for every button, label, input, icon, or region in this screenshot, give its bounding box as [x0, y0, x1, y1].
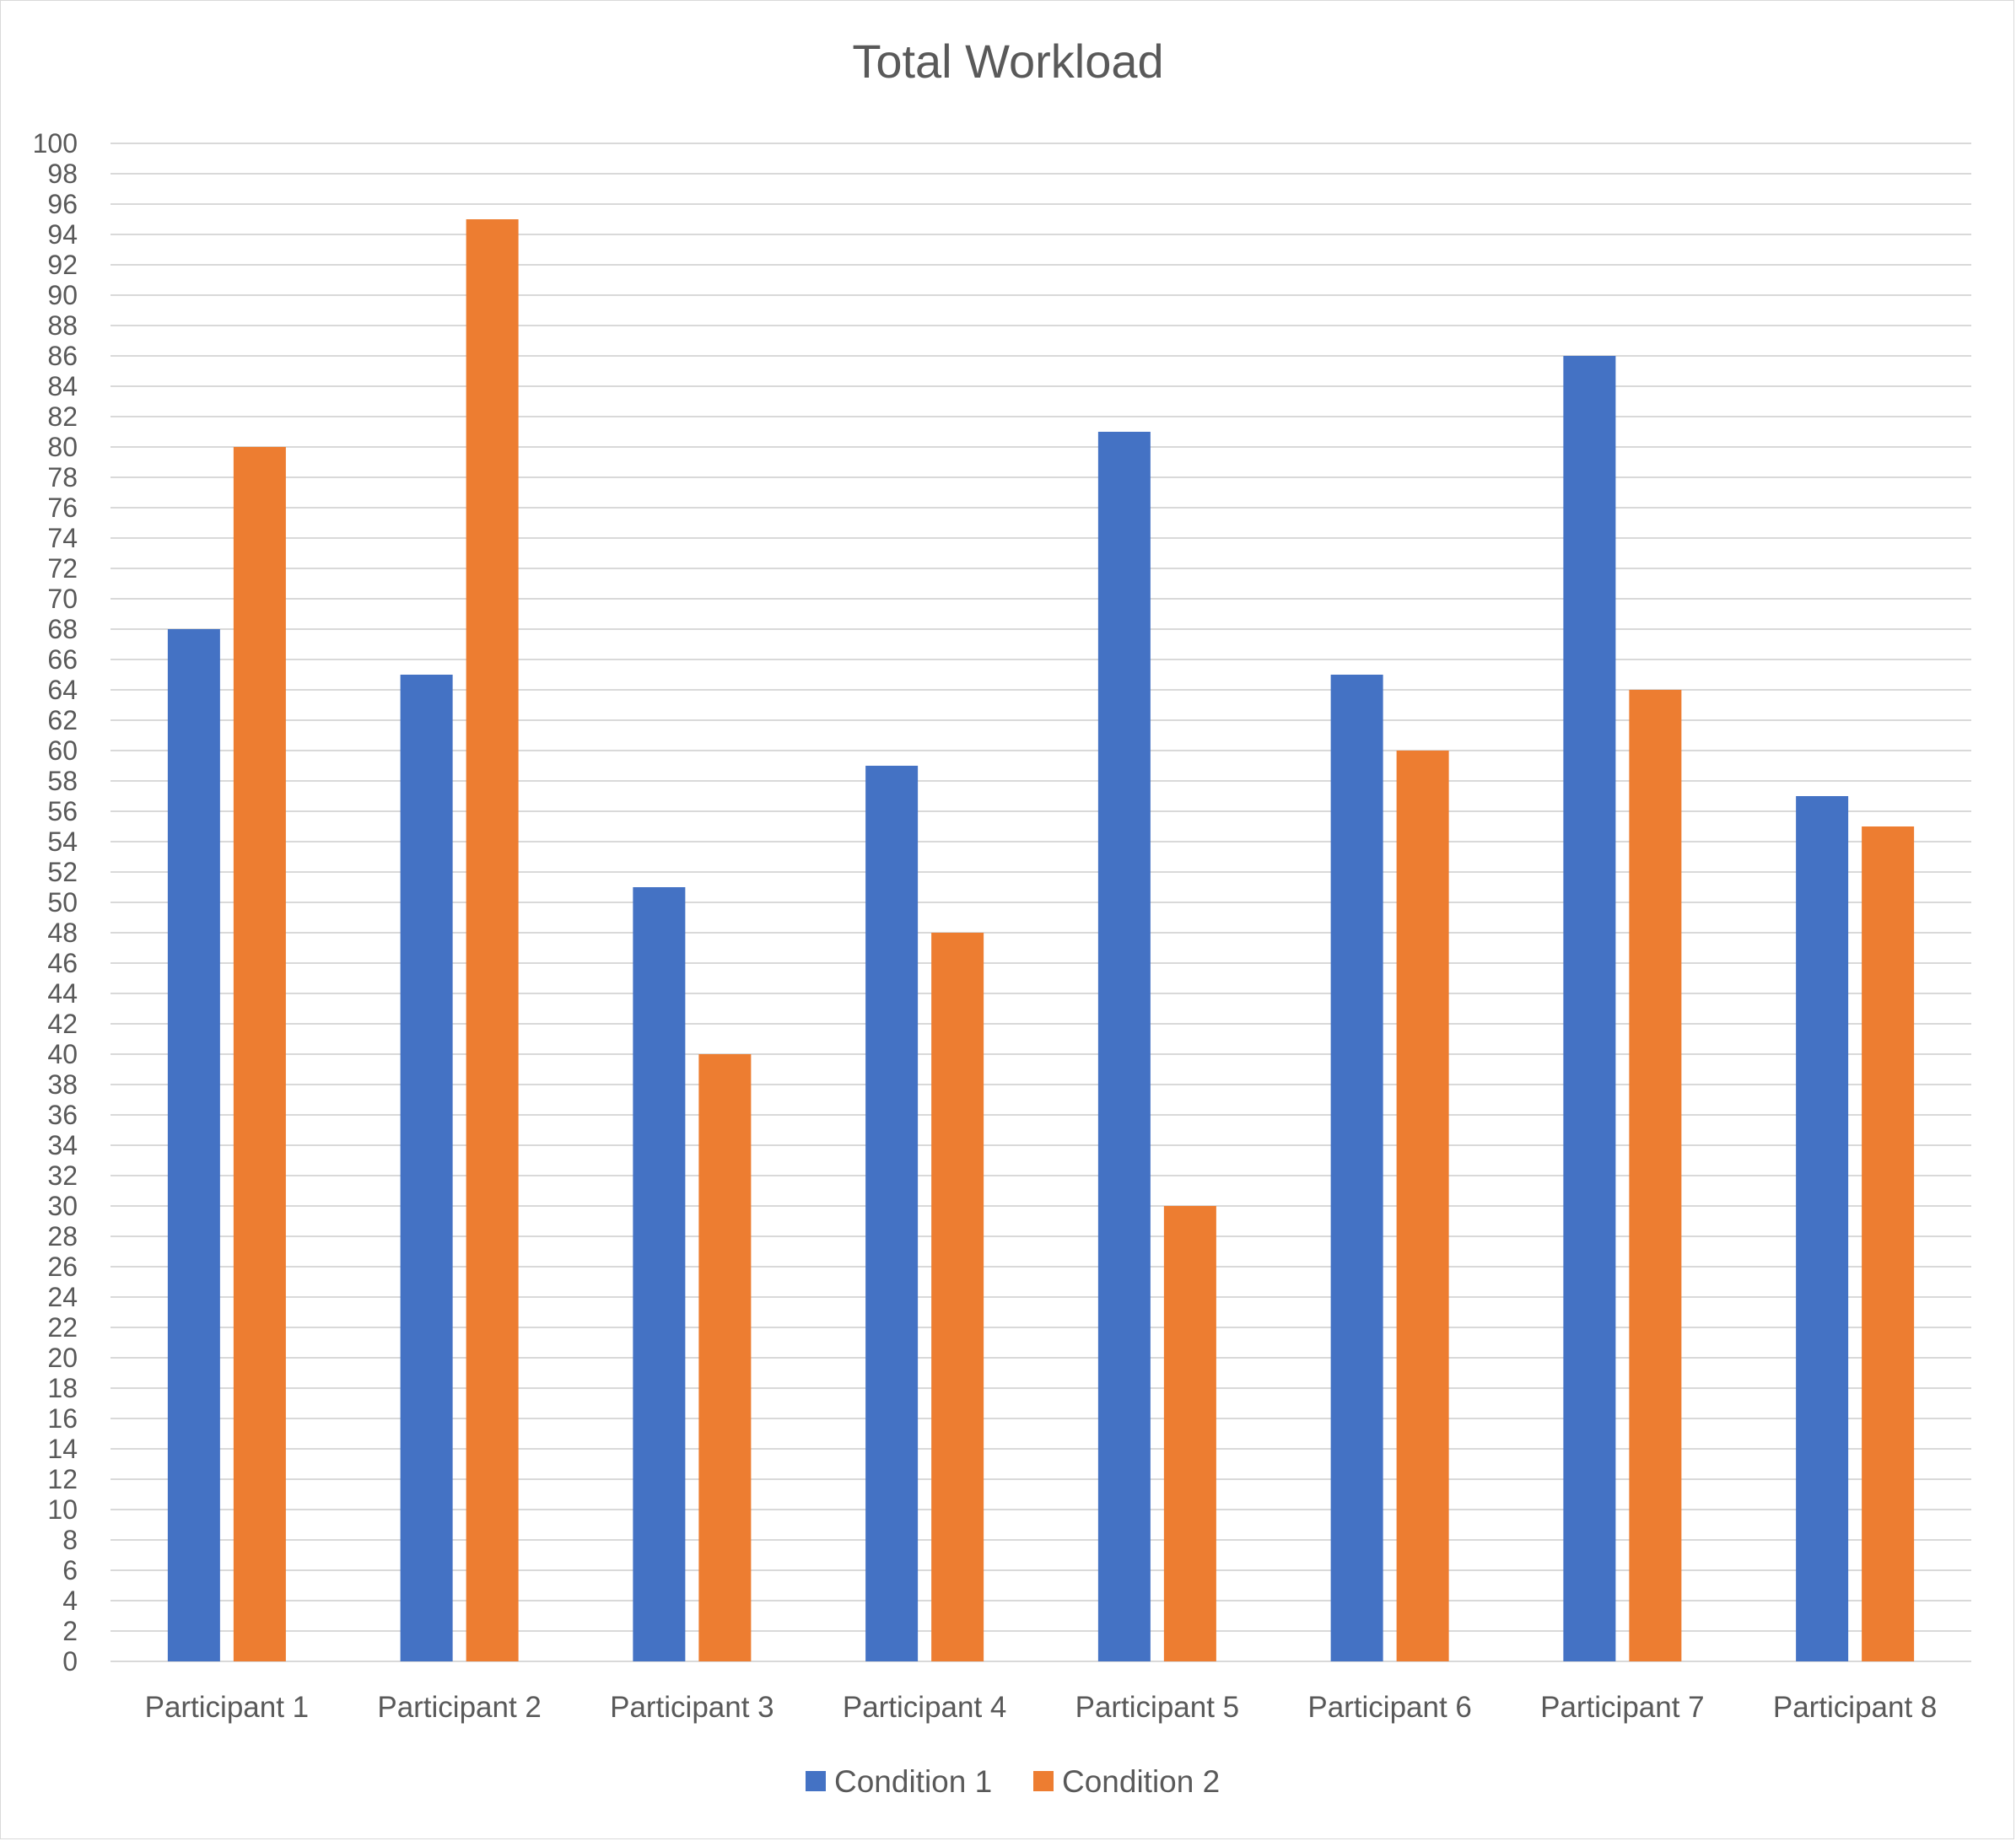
- y-tick-label: 16: [47, 1403, 78, 1434]
- y-tick-label: 86: [47, 341, 78, 371]
- y-tick-label: 6: [62, 1555, 78, 1585]
- y-tick-label: 60: [47, 735, 78, 766]
- y-tick-label: 30: [47, 1191, 78, 1221]
- chart-title: Total Workload: [852, 35, 1164, 88]
- x-tick-label: Participant 7: [1540, 1691, 1705, 1724]
- bar-1: [1796, 796, 1849, 1661]
- y-tick-label: 18: [47, 1373, 78, 1403]
- bar-2: [1862, 826, 1915, 1661]
- y-tick-label: 4: [62, 1585, 78, 1616]
- y-tick-label: 20: [47, 1343, 78, 1373]
- legend: Condition 1 Condition 2: [806, 1764, 1220, 1799]
- y-tick-label: 38: [47, 1069, 78, 1100]
- y-tick-label: 48: [47, 918, 78, 948]
- bar-1: [1563, 356, 1616, 1661]
- y-tick-label: 22: [47, 1312, 78, 1343]
- y-tick-label: 2: [62, 1616, 78, 1646]
- x-tick-label: Participant 8: [1773, 1691, 1938, 1724]
- bar-2: [233, 447, 286, 1661]
- y-tick-label: 14: [47, 1434, 78, 1464]
- y-tick-label: 90: [47, 280, 78, 310]
- y-tick-label: 78: [47, 462, 78, 493]
- x-tick-label: Participant 6: [1307, 1691, 1472, 1724]
- x-tick-label: Participant 2: [377, 1691, 542, 1724]
- y-tick-label: 40: [47, 1039, 78, 1069]
- y-tick-label: 50: [47, 887, 78, 918]
- y-tick-label: 88: [47, 310, 78, 341]
- x-tick-label: Participant 4: [843, 1691, 1007, 1724]
- y-tick-label: 52: [47, 857, 78, 887]
- y-tick-label: 68: [47, 614, 78, 644]
- y-tick-label: 8: [62, 1525, 78, 1555]
- y-tick-label: 70: [47, 584, 78, 614]
- x-tick-label: Participant 5: [1075, 1691, 1240, 1724]
- y-tick-label: 28: [47, 1221, 78, 1252]
- y-tick-label: 74: [47, 523, 78, 553]
- y-tick-label: 82: [47, 401, 78, 432]
- y-tick-label: 96: [47, 189, 78, 219]
- y-tick-label: 94: [47, 219, 78, 250]
- bar-1: [1330, 675, 1383, 1661]
- y-tick-label: 66: [47, 644, 78, 675]
- bar-2: [931, 933, 984, 1661]
- bar-2: [1629, 690, 1682, 1661]
- y-tick-label: 46: [47, 948, 78, 978]
- y-tick-label: 12: [47, 1464, 78, 1494]
- y-tick-label: 76: [47, 493, 78, 523]
- bar-1: [865, 766, 919, 1661]
- y-tick-label: 64: [47, 675, 78, 705]
- y-tick-label: 24: [47, 1282, 78, 1312]
- y-tick-label: 72: [47, 553, 78, 584]
- bar-2: [466, 219, 519, 1661]
- y-tick-label: 42: [47, 1009, 78, 1039]
- y-tick-label: 44: [47, 978, 78, 1009]
- bar-2: [1396, 751, 1449, 1661]
- bars: [167, 219, 1915, 1661]
- x-tick-label: Participant 1: [145, 1691, 310, 1724]
- y-tick-label: 36: [47, 1100, 78, 1130]
- y-tick-label: 84: [47, 371, 78, 401]
- y-tick-label: 10: [47, 1494, 78, 1525]
- y-tick-label: 92: [47, 250, 78, 280]
- bar-2: [1163, 1206, 1216, 1661]
- bar-1: [633, 887, 686, 1661]
- y-tick-label: 32: [47, 1160, 78, 1191]
- y-tick-label: 34: [47, 1130, 78, 1160]
- bar-1: [400, 675, 453, 1661]
- y-tick-label: 58: [47, 766, 78, 796]
- y-tick-label: 54: [47, 826, 78, 857]
- y-tick-label: 26: [47, 1252, 78, 1282]
- bar-1: [167, 629, 220, 1661]
- gridlines: [111, 143, 1971, 1662]
- bar-1: [1097, 432, 1151, 1661]
- y-tick-label: 56: [47, 796, 78, 826]
- x-axis-labels: Participant 1 Participant 2 Participant 3 P…: [145, 1691, 1938, 1724]
- legend-swatch: [1033, 1771, 1054, 1791]
- y-tick-label: 98: [47, 159, 78, 189]
- y-axis-ticks: 0246810121416182022242628303234363840424…: [33, 128, 78, 1677]
- legend-swatch: [806, 1771, 826, 1791]
- y-tick-label: 80: [47, 432, 78, 462]
- legend-label: Condition 2: [1062, 1764, 1220, 1799]
- y-tick-label: 100: [33, 128, 78, 159]
- legend-label: Condition 1: [834, 1764, 992, 1799]
- x-tick-label: Participant 3: [610, 1691, 774, 1724]
- bar-2: [698, 1054, 752, 1661]
- y-tick-label: 0: [62, 1646, 78, 1677]
- y-tick-label: 62: [47, 705, 78, 735]
